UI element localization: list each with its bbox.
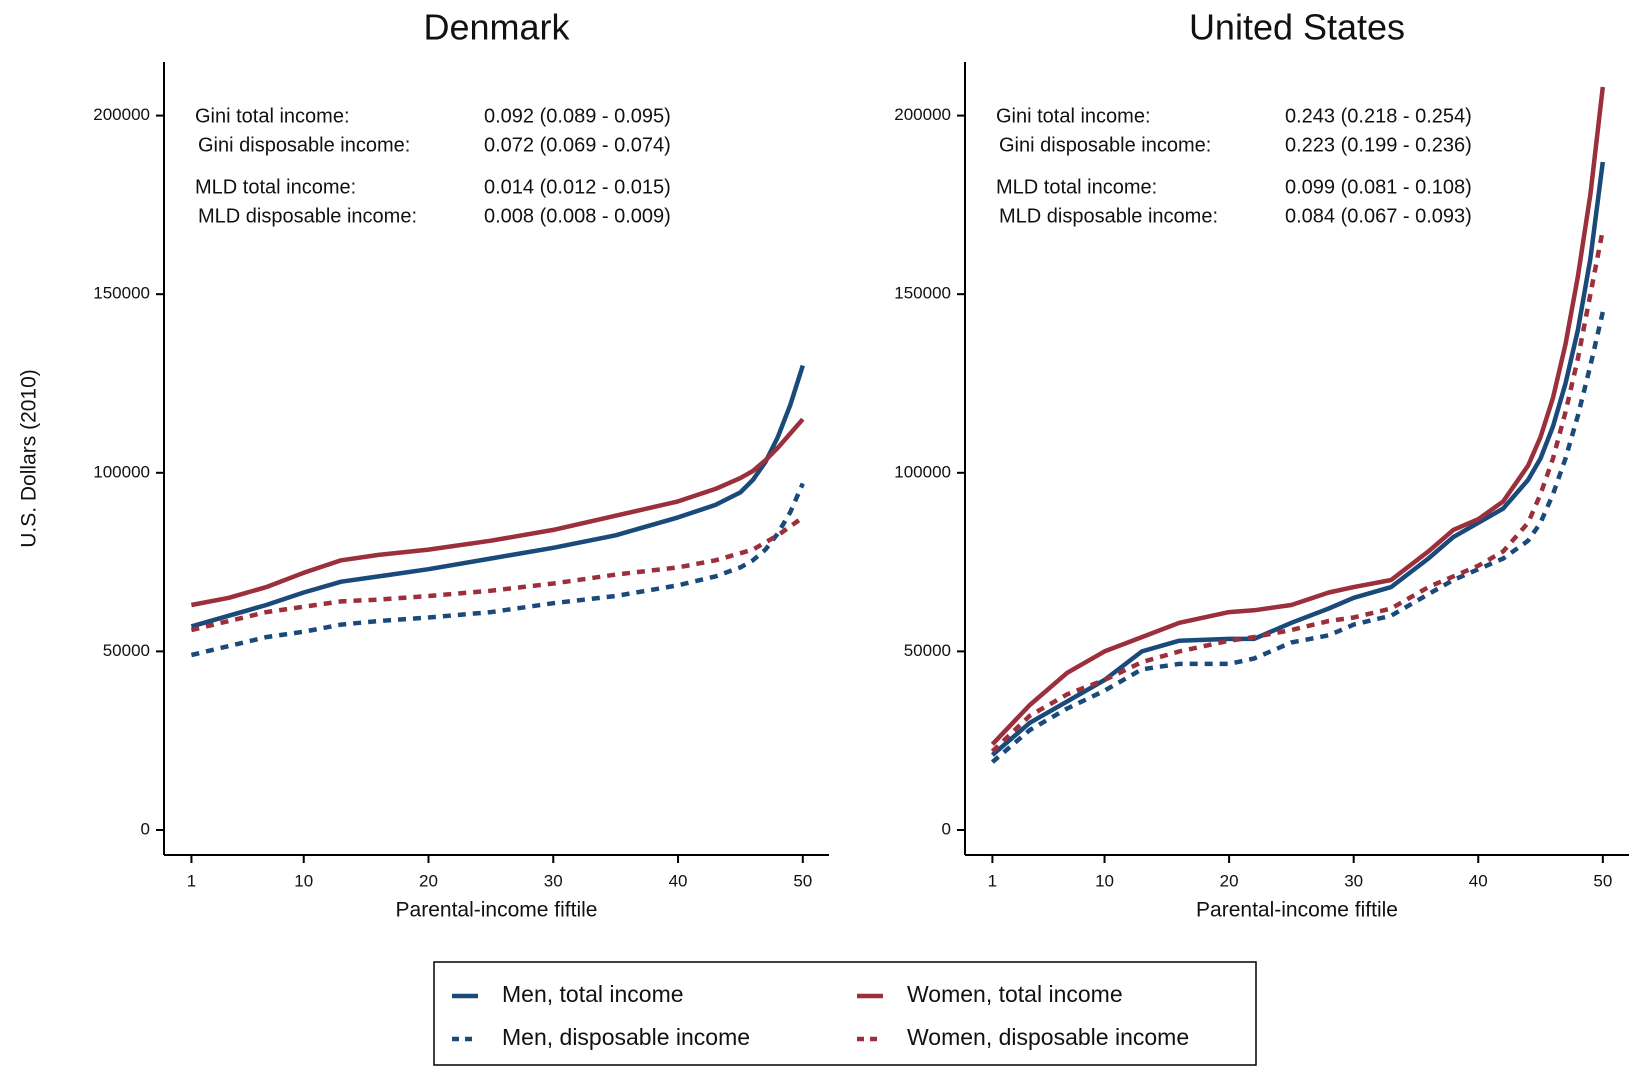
x-tick-label: 50	[1593, 871, 1612, 890]
x-tick-label: 20	[1220, 871, 1239, 890]
x-tick-label: 40	[669, 871, 688, 890]
y-tick-label: 150000	[894, 284, 951, 303]
series-line	[190, 482, 805, 658]
stat-label: MLD total income:	[996, 176, 1157, 198]
y-tick-label: 0	[942, 819, 951, 838]
x-axis-label: Parental-income fiftile	[396, 899, 598, 922]
stat-value: 0.008 (0.008 - 0.009)	[484, 205, 671, 227]
stat-value: 0.099 (0.081 - 0.108)	[1285, 176, 1472, 198]
stat-value: 0.223 (0.199 - 0.236)	[1285, 134, 1472, 156]
panel-title: Denmark	[423, 7, 570, 48]
x-tick-label: 30	[544, 871, 563, 890]
panel-title: United States	[1189, 7, 1405, 48]
x-tick-label: 10	[294, 871, 313, 890]
series-line	[190, 515, 805, 633]
stat-value: 0.243 (0.218 - 0.254)	[1285, 105, 1472, 127]
x-tick-label: 10	[1095, 871, 1114, 890]
stat-value: 0.084 (0.067 - 0.093)	[1285, 205, 1472, 227]
legend-label: Men, disposable income	[502, 1024, 750, 1050]
series-line	[990, 161, 1606, 757]
y-tick-label: 50000	[103, 641, 150, 660]
stat-value: 0.014 (0.012 - 0.015)	[484, 176, 671, 198]
y-tick-label: 100000	[93, 462, 150, 481]
series-line	[190, 364, 805, 629]
x-tick-label: 1	[187, 871, 196, 890]
x-tick-label: 20	[419, 871, 438, 890]
x-tick-label: 1	[988, 871, 997, 890]
x-tick-label: 40	[1469, 871, 1488, 890]
stat-label: Gini total income:	[195, 105, 350, 127]
stat-value: 0.072 (0.069 - 0.074)	[484, 134, 671, 156]
legend-label: Women, disposable income	[907, 1024, 1189, 1050]
stat-label: Gini disposable income:	[999, 134, 1211, 156]
series-line	[190, 417, 805, 608]
stat-label: Gini disposable income:	[198, 134, 410, 156]
y-tick-label: 150000	[93, 284, 150, 303]
legend-label: Women, total income	[907, 981, 1123, 1007]
legend-label: Men, total income	[502, 981, 684, 1007]
stat-label: Gini total income:	[996, 105, 1151, 127]
x-axis-label: Parental-income fiftile	[1196, 899, 1398, 922]
y-tick-label: 200000	[894, 105, 951, 124]
legend-box	[433, 961, 1257, 1066]
stat-label: MLD disposable income:	[198, 205, 417, 227]
x-tick-label: 30	[1344, 871, 1363, 890]
x-tick-label: 50	[793, 871, 812, 890]
series-line	[990, 86, 1606, 746]
y-tick-label: 0	[141, 819, 150, 838]
stat-value: 0.092 (0.089 - 0.095)	[484, 105, 671, 127]
stat-label: MLD total income:	[195, 176, 356, 198]
series-line	[990, 311, 1605, 764]
y-tick-label: 50000	[904, 641, 951, 660]
series-line	[990, 229, 1606, 754]
y-axis-label: U.S. Dollars (2010)	[18, 369, 41, 548]
stat-label: MLD disposable income:	[999, 205, 1218, 227]
y-tick-label: 200000	[93, 105, 150, 124]
y-tick-label: 100000	[894, 462, 951, 481]
